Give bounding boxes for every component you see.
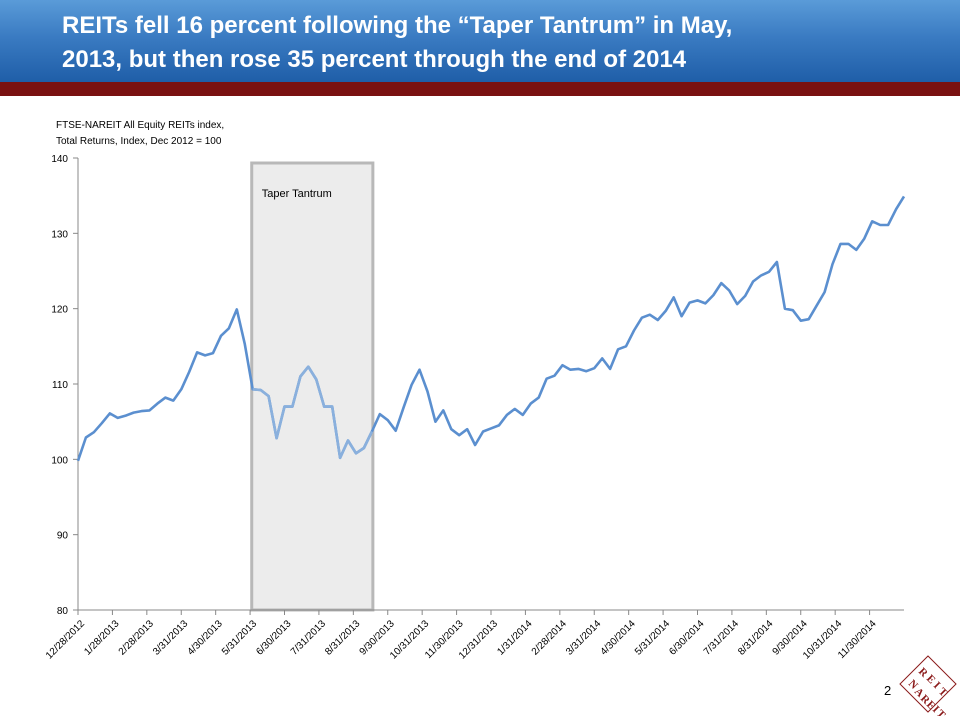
reit-index-line-shaded	[252, 365, 374, 460]
x-tick-label: 2/28/2013	[117, 618, 157, 658]
reit-index-line	[76, 195, 906, 462]
svg-text:I: I	[931, 680, 943, 692]
taper-tantrum-shade	[250, 161, 375, 612]
slide-title-line-2: 2013, but then rose 35 percent through t…	[62, 46, 687, 73]
svg-text:I: I	[930, 704, 942, 716]
x-tick-label: 3/31/2013	[151, 618, 191, 658]
x-tick-label: 12/28/2012	[44, 618, 87, 661]
chart-note-line-1: FTSE-NAREIT All Equity REITs index,	[56, 120, 225, 131]
x-tick-label: 5/31/2014	[633, 618, 673, 658]
x-tick-label: 4/30/2014	[599, 618, 639, 658]
x-tick-label: 3/31/2014	[564, 618, 604, 658]
x-tick-label: 5/31/2013	[220, 618, 260, 658]
chart-note-line-2: Total Returns, Index, Dec 2012 = 100	[56, 136, 222, 147]
x-tick-label: 8/31/2013	[323, 618, 363, 658]
y-tick-label: 80	[57, 606, 69, 617]
x-tick-label: 2/28/2014	[530, 618, 570, 658]
y-tick-label: 100	[51, 455, 68, 466]
y-tick-label: 130	[51, 229, 68, 240]
x-tick-label: 6/30/2014	[667, 618, 707, 658]
accent-bar	[0, 82, 960, 96]
x-tick-label: 7/31/2014	[702, 618, 742, 658]
y-tick-label: 140	[51, 154, 68, 165]
y-tick-label: 120	[51, 305, 68, 316]
svg-text:T: T	[934, 708, 948, 716]
taper-tantrum-label: Taper Tantrum	[262, 188, 332, 200]
page-number: 2	[884, 683, 892, 698]
chart-note: FTSE-NAREIT All Equity REITs index, Tota…	[56, 118, 224, 150]
x-tick-label: 4/30/2013	[186, 618, 226, 658]
x-tick-label: 8/31/2014	[736, 618, 776, 658]
nareit-logo: R E I T N A R E I T	[899, 655, 957, 716]
x-tick-label: 1/31/2014	[495, 618, 535, 658]
slide-title: REITs fell 16 percent following the “Tap…	[62, 9, 942, 77]
title-bar: REITs fell 16 percent following the “Tap…	[0, 0, 960, 82]
y-tick-label: 90	[57, 531, 69, 542]
slide-title-line-1: REITs fell 16 percent following the “Tap…	[62, 12, 733, 39]
y-tick-label: 110	[52, 380, 68, 391]
x-tick-label: 7/31/2013	[289, 618, 329, 658]
x-tick-label: 1/28/2013	[82, 618, 122, 658]
x-tick-label: 6/30/2013	[254, 618, 294, 658]
